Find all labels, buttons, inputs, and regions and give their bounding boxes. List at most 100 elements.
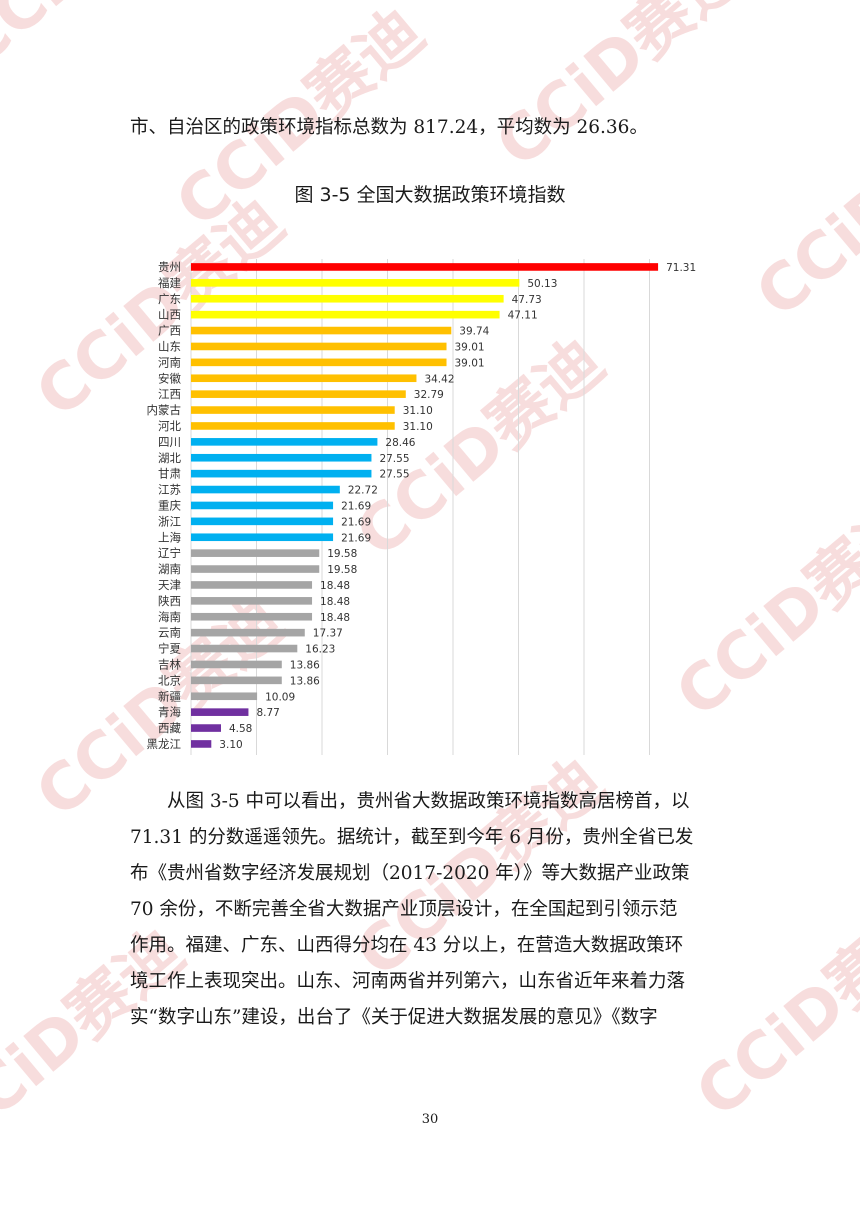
bar [191, 438, 378, 446]
category-label: 广东 [158, 292, 181, 306]
category-label: 江苏 [158, 483, 181, 497]
data-label: 19.58 [327, 564, 357, 576]
bar [191, 581, 313, 589]
data-label: 13.86 [290, 675, 320, 687]
bar [191, 724, 221, 732]
category-label: 福建 [158, 276, 181, 290]
data-label: 8.77 [256, 707, 279, 719]
category-label: 湖北 [158, 451, 181, 465]
bar [191, 644, 298, 653]
data-label: 50.13 [527, 278, 557, 290]
bar [191, 374, 417, 383]
data-label: 18.48 [320, 596, 350, 608]
bar [191, 708, 249, 716]
bar [191, 692, 258, 701]
data-label: 3.10 [219, 739, 242, 751]
bar [191, 612, 313, 621]
data-label: 18.48 [320, 612, 350, 624]
category-label: 河南 [158, 355, 181, 369]
data-label: 39.01 [455, 341, 485, 353]
category-label: 湖南 [158, 562, 181, 576]
bar [191, 517, 334, 526]
data-label: 10.09 [265, 691, 295, 703]
bar [191, 485, 340, 494]
body-line: 布《贵州省数字经济发展规划（2017-2020 年）》等大数据产业政策 [130, 863, 690, 884]
data-label: 28.46 [385, 437, 415, 449]
data-label: 31.10 [403, 405, 433, 417]
body-line: 实“数字山东”建设，出台了《关于促进大数据发展的意见》《数字 [130, 1007, 658, 1028]
bar [191, 453, 372, 462]
bar [191, 310, 500, 319]
data-label: 47.73 [512, 294, 542, 306]
category-label: 山西 [158, 308, 181, 322]
data-label: 21.69 [341, 532, 371, 544]
category-label: 新疆 [158, 689, 181, 703]
category-label: 重庆 [158, 498, 181, 512]
category-label: 上海 [158, 530, 181, 544]
category-label: 海南 [158, 610, 181, 624]
figure-title: 图 3-5 全国大数据政策环境指数 [294, 184, 566, 206]
data-label: 34.42 [424, 373, 454, 385]
category-label: 江西 [158, 387, 181, 401]
body-paragraph: 从图 3-5 中可以看出，贵州省大数据政策环境指数高居榜首，以 71.31 的分… [130, 784, 730, 1036]
bar [191, 628, 305, 637]
body-line: 71.31 的分数遥遥领先。据统计，截至到今年 6 月份，贵州全省已发 [130, 827, 694, 848]
category-label: 陕西 [158, 594, 181, 608]
bar [191, 533, 334, 542]
data-label: 31.10 [403, 421, 433, 433]
data-label: 13.86 [290, 659, 320, 671]
data-label: 21.69 [341, 516, 371, 528]
bar [191, 263, 659, 271]
bar [191, 549, 320, 557]
data-label: 4.58 [229, 723, 252, 735]
page-number: 30 [421, 1112, 439, 1127]
bar-chart: 贵州 71.31 福建 50.13 广东 47.73 山西 47.11 广西 39.74 山东 39.… [147, 259, 696, 755]
category-label: 吉林 [158, 657, 181, 671]
bar [191, 294, 504, 303]
category-label: 宁夏 [158, 642, 181, 656]
watermark-mark: CCiD赛迪 [0, 0, 218, 82]
watermark-mark: CCiD赛迪 [483, 0, 758, 182]
category-label: 广西 [158, 324, 181, 338]
category-label: 四川 [158, 435, 181, 449]
watermark-mark: CCiD赛迪 [743, 85, 860, 333]
intro-line: 市、自治区的政策环境指标总数为 817.24，平均数为 26.36。 [130, 117, 648, 138]
category-label: 甘肃 [158, 467, 181, 481]
category-label: 黑龙江 [147, 737, 182, 751]
bar [191, 597, 313, 605]
category-label: 贵州 [158, 260, 181, 274]
bar [191, 740, 212, 748]
data-label: 27.55 [379, 469, 409, 481]
bar [191, 390, 406, 398]
data-label: 19.58 [327, 548, 357, 560]
category-label: 北京 [158, 673, 181, 687]
data-label: 71.31 [666, 262, 696, 274]
data-label: 22.72 [348, 485, 378, 497]
data-label: 16.23 [305, 644, 335, 656]
category-label: 内蒙古 [147, 403, 182, 417]
category-label: 河北 [158, 419, 181, 433]
data-label: 47.11 [508, 310, 538, 322]
data-label: 39.01 [455, 357, 485, 369]
body-line: 作用。福建、广东、山西得分均在 43 分以上，在营造大数据政策环 [130, 935, 684, 956]
data-label: 39.74 [459, 326, 489, 338]
bar [191, 279, 520, 287]
bar [191, 422, 395, 430]
category-label: 天津 [158, 578, 181, 592]
body-line: 境工作上表现突出。山东、河南两省并列第六，山东省近年来着力落 [130, 971, 686, 992]
body-line: 从图 3-5 中可以看出，贵州省大数据政策环境指数高居榜首，以 [167, 791, 690, 812]
category-label: 西藏 [158, 721, 181, 735]
bar [191, 565, 320, 573]
category-label: 云南 [158, 626, 181, 640]
bar [191, 358, 447, 367]
bar [191, 676, 282, 685]
bar [191, 469, 372, 478]
category-label: 青海 [158, 705, 181, 719]
bar [191, 660, 282, 669]
intro-paragraph: 市、自治区的政策环境指标总数为 817.24，平均数为 26.36。 [130, 110, 730, 146]
data-label: 32.79 [414, 389, 444, 401]
data-label: 27.55 [379, 453, 409, 465]
category-label: 辽宁 [158, 546, 181, 560]
category-label: 安徽 [158, 371, 181, 385]
body-line: 70 余份，不断完善全省大数据产业顶层设计，在全国起到引领示范 [130, 899, 678, 920]
